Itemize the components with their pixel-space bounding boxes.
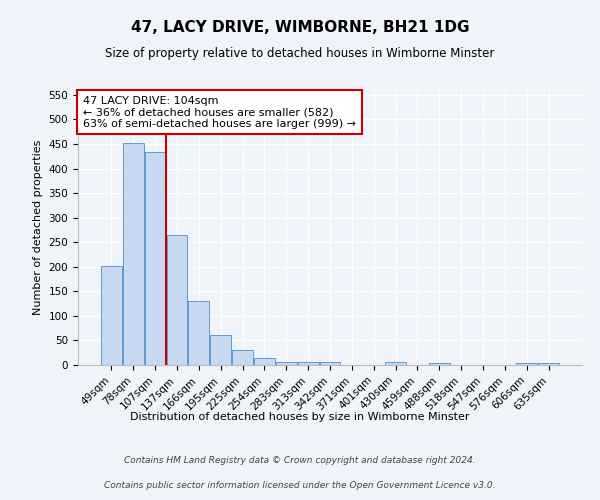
Text: 47, LACY DRIVE, WIMBORNE, BH21 1DG: 47, LACY DRIVE, WIMBORNE, BH21 1DG — [131, 20, 469, 35]
Text: Size of property relative to detached houses in Wimborne Minster: Size of property relative to detached ho… — [106, 48, 494, 60]
Bar — [210, 334, 231, 365]
Text: Distribution of detached houses by size in Wimborne Minster: Distribution of detached houses by size … — [130, 412, 470, 422]
Bar — [320, 362, 340, 365]
Bar — [254, 358, 275, 365]
Bar — [538, 362, 559, 365]
Y-axis label: Number of detached properties: Number of detached properties — [33, 140, 43, 315]
Bar — [188, 301, 209, 365]
Bar — [385, 362, 406, 365]
Bar — [145, 152, 166, 365]
Text: Contains public sector information licensed under the Open Government Licence v3: Contains public sector information licen… — [104, 481, 496, 490]
Bar — [101, 266, 122, 365]
Bar — [517, 362, 537, 365]
Bar — [276, 362, 296, 365]
Text: Contains HM Land Registry data © Crown copyright and database right 2024.: Contains HM Land Registry data © Crown c… — [124, 456, 476, 465]
Bar — [232, 350, 253, 365]
Text: 47 LACY DRIVE: 104sqm
← 36% of detached houses are smaller (582)
63% of semi-det: 47 LACY DRIVE: 104sqm ← 36% of detached … — [83, 96, 356, 128]
Bar — [123, 143, 143, 365]
Bar — [429, 362, 450, 365]
Bar — [298, 362, 319, 365]
Bar — [167, 235, 187, 365]
